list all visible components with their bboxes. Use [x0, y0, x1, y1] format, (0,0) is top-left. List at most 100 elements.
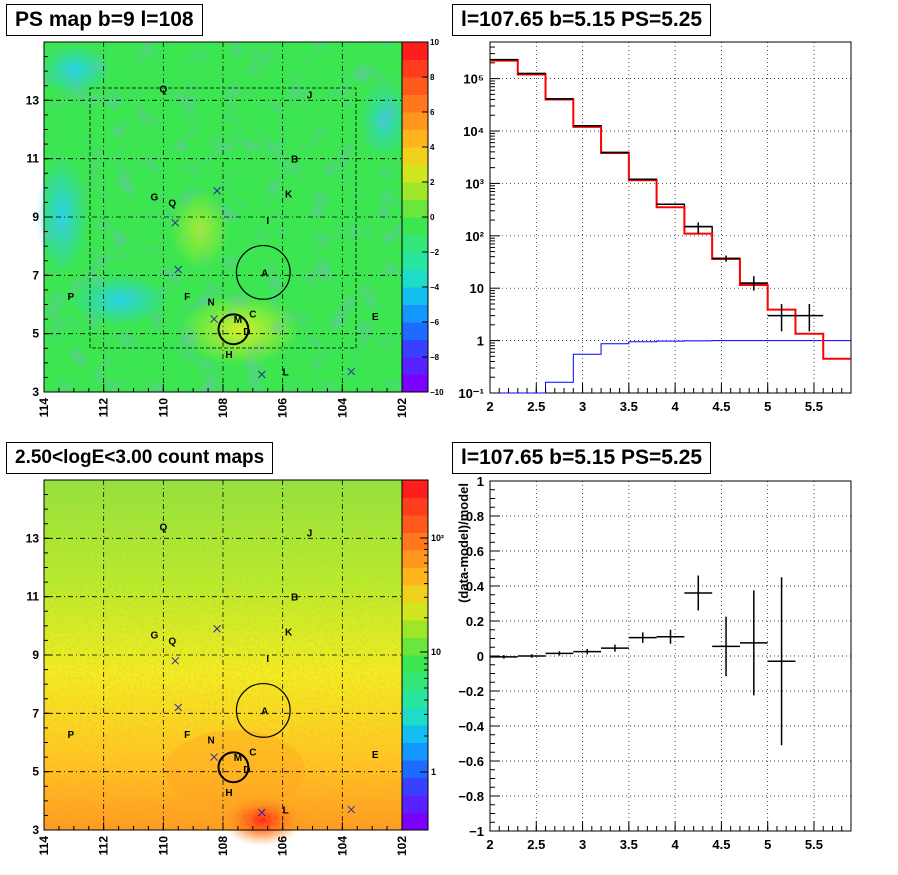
x-tick-label: 4: [672, 837, 680, 852]
y-tick-label: 9: [32, 210, 39, 224]
x-tick-label: 106: [276, 836, 290, 856]
source-cross: [171, 218, 180, 227]
residual-points: [490, 575, 796, 746]
source-label: B: [291, 155, 298, 166]
residual-panel: 2 2.5 3 3.5 4 4.5 5 5.5 1 0.8 0.6 0.4 0.2 0 −0.2 −0.4 −0…: [456, 474, 852, 852]
source-cross: [210, 315, 218, 323]
source-label: L: [283, 806, 289, 817]
x-tick-label: 108: [216, 836, 230, 856]
x-tick-label: 5.5: [805, 399, 823, 414]
count-map-axes: 114 112 110 108 106 104 102 3 5 7 9 11 13: [26, 479, 409, 856]
spectrum-title: l=107.65 b=5.15 PS=5.25: [452, 4, 712, 36]
colorbar-segment: [402, 322, 428, 340]
x-tick-label: 106: [276, 398, 290, 418]
y-tick-label: 1: [477, 474, 484, 489]
colorbar-segment: [402, 707, 428, 726]
colorbar-tick-label: −8: [430, 353, 440, 362]
source-cross: [213, 186, 221, 195]
source-label: K: [285, 190, 293, 201]
residual-axes: 2 2.5 3 3.5 4 4.5 5 5.5 1 0.8 0.6 0.4 0.2 0 −0.2 −0.4 −0…: [458, 474, 852, 852]
source-label: G: [150, 193, 158, 204]
y-tick-label: −0.6: [458, 754, 484, 769]
source-label: N: [207, 736, 214, 747]
colorbar-tick-label: 0: [430, 213, 435, 222]
y-tick-label: 10: [470, 281, 484, 296]
y-tick-label: 0.8: [466, 509, 484, 524]
source-label: M: [234, 315, 242, 326]
spectrum-axes: 2 2.5 3 3.5 4 4.5 5 5.5 10⁻¹ 1 10 10² 10³ 10⁴ 10⁵: [458, 41, 852, 414]
x-tick-label: 112: [97, 398, 111, 418]
colorbar-segment: [402, 812, 428, 831]
colorbar-segment: [402, 655, 428, 673]
x-tick-label: 2: [486, 399, 493, 414]
source-label: L: [283, 368, 289, 379]
x-tick-label: 3.5: [620, 399, 638, 414]
source-cross: [213, 624, 221, 633]
x-tick-label: 104: [335, 836, 349, 856]
x-tick-label: 2: [486, 837, 493, 852]
x-tick-label: 3.5: [620, 837, 638, 852]
colorbar-segment: [402, 357, 428, 375]
source-label: E: [372, 750, 379, 761]
x-tick-label: 4.5: [712, 399, 730, 414]
source-label: K: [285, 628, 293, 639]
source-label: H: [225, 350, 232, 361]
y-tick-label: 7: [32, 706, 39, 720]
source-label: J: [307, 91, 313, 102]
source-cross: [257, 370, 266, 379]
source-circle: [217, 751, 250, 784]
source-label: C: [249, 309, 256, 320]
source-cross: [174, 265, 183, 274]
colorbar-segment: [402, 515, 428, 533]
colorbar-segment: [402, 585, 428, 603]
spectrum-panel: 2 2.5 3 3.5 4 4.5 5 5.5 10⁻¹ 1 10 10² 10³ 10⁴ 10⁵: [458, 41, 852, 414]
x-tick-label: 104: [335, 398, 349, 418]
residual-title: l=107.65 b=5.15 PS=5.25: [452, 442, 712, 474]
colorbar-segment: [402, 94, 428, 113]
colorbar-segment: [402, 269, 428, 288]
x-tick-label: 102: [395, 398, 409, 418]
ps-map-colorbar: 10 8 6 4 2 0 −2 −4 −6 −8 −10: [401, 38, 444, 397]
y-tick-label: 10⁻¹: [458, 386, 484, 401]
colorbar-segment: [402, 672, 428, 691]
x-tick-label: 3: [579, 837, 586, 852]
y-tick-label: 10⁴: [463, 124, 484, 139]
x-tick-label: 112: [97, 836, 111, 856]
y-tick-label: 10⁵: [463, 72, 484, 87]
source-label: H: [225, 788, 232, 799]
x-tick-label: 108: [216, 398, 230, 418]
colorbar-tick-label: 6: [430, 108, 435, 117]
colorbar-tick-label: 1: [431, 767, 436, 777]
ps-map-axes: 114 112 110 108 106 104 102 3 5 7 9 11 13: [26, 41, 409, 418]
y-tick-label: 3: [32, 385, 39, 399]
source-circle: [235, 682, 291, 738]
colorbar-segment: [402, 252, 428, 270]
count-map-colorbar: 10² 10 1: [401, 479, 444, 831]
y-tick-label: 13: [26, 93, 40, 107]
colorbar-tick-label: 10²: [431, 533, 444, 543]
colorbar-tick-label: 10: [430, 38, 439, 47]
colorbar-segment: [402, 199, 428, 218]
colorbar-segment: [402, 164, 428, 183]
y-tick-label: 0.6: [466, 544, 484, 559]
source-cross: [174, 703, 183, 712]
x-tick-label: 5: [764, 837, 771, 852]
spectrum-series: [490, 58, 851, 394]
colorbar-segment: [402, 129, 428, 148]
y-tick-label: 5: [32, 327, 39, 341]
colorbar-tick-label: −6: [430, 318, 440, 327]
source-label: G: [150, 631, 158, 642]
x-tick-label: 4.5: [712, 837, 730, 852]
y-tick-label: 1: [477, 334, 484, 349]
model-component-line: [490, 340, 851, 394]
colorbar-segment: [402, 777, 428, 796]
source-cross: [210, 753, 218, 761]
colorbar-segment: [402, 620, 428, 638]
colorbar-segment: [402, 339, 428, 358]
source-cross: [347, 805, 356, 814]
source-label: Q: [168, 198, 176, 209]
ps-map-title: PS map b=9 l=108: [6, 4, 203, 36]
